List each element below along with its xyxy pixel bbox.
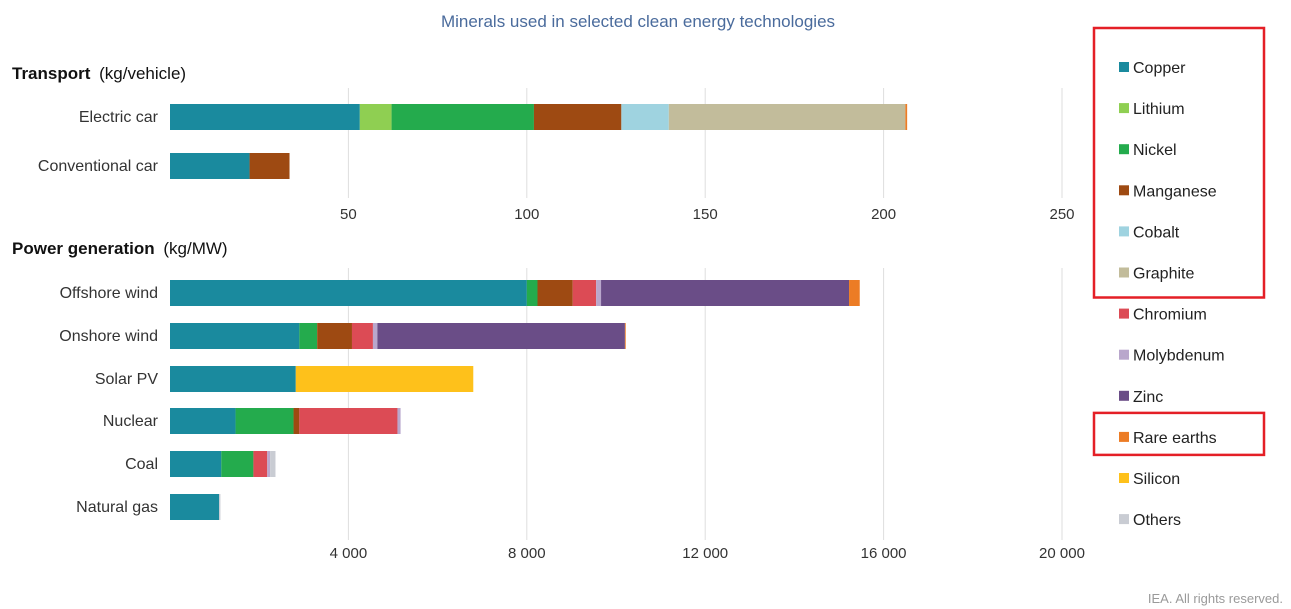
bar-segment-onshore-wind-copper <box>170 323 300 349</box>
bar-segment-conventional-car-copper <box>170 153 250 179</box>
x-tick-label: 250 <box>1049 206 1074 223</box>
bar-segment-offshore-wind-molybdenum <box>596 280 602 306</box>
transport-panel: 50 100 150 200 250 Electric car Conventional c… <box>38 88 1075 223</box>
x-tick-label: 16 000 <box>861 545 907 562</box>
x-tick-label: 8 000 <box>508 545 546 562</box>
x-tick-label: 12 000 <box>682 545 728 562</box>
bar-segment-electric-car-rare-earths <box>905 104 908 130</box>
x-tick-label: 150 <box>693 206 718 223</box>
bar-segment-nuclear-chromium <box>299 408 398 434</box>
x-tick-label: 100 <box>514 206 539 223</box>
category-label-electric-car: Electric car <box>79 109 159 126</box>
bar-segment-coal-nickel <box>221 451 254 477</box>
power-section-title: Power generation (kg/MW) <box>12 239 228 258</box>
transport-section-name: Transport <box>12 64 91 83</box>
bar-segment-nuclear-manganese <box>293 408 300 434</box>
legend: Copper Lithium Nickel Manganese Cobalt Graphi… <box>1092 26 1266 529</box>
legend-label-zinc: Zinc <box>1133 389 1163 406</box>
bar-segment-onshore-wind-chromium <box>351 323 373 349</box>
bar-segment-offshore-wind-rare-earths <box>849 280 860 306</box>
bar-segment-onshore-wind-rare-earths <box>624 323 626 349</box>
category-label-coal: Coal <box>125 456 158 473</box>
bar-segment-electric-car-lithium <box>359 104 392 130</box>
legend-label-others: Others <box>1133 512 1181 529</box>
x-tick-label: 20 000 <box>1039 545 1085 562</box>
bar-segment-onshore-wind-manganese <box>317 323 352 349</box>
bar-segment-electric-car-cobalt <box>621 104 669 130</box>
legend-label-manganese: Manganese <box>1133 183 1217 200</box>
legend-highlight-box-copper <box>1092 26 1266 299</box>
legend-swatch-lithium <box>1119 103 1129 114</box>
x-tick-label: 4 000 <box>330 545 368 562</box>
transport-section-unit: (kg/vehicle) <box>99 64 186 83</box>
legend-label-lithium: Lithium <box>1133 101 1185 118</box>
bar-segment-offshore-wind-manganese <box>537 280 573 306</box>
legend-swatch-rare-earths <box>1119 431 1129 442</box>
bar-segment-natural-gas-copper <box>170 494 220 520</box>
legend-swatch-cobalt <box>1119 226 1129 237</box>
bar-segment-coal-molybdenum <box>267 451 271 477</box>
legend-highlight-box-rare-earths <box>1092 411 1266 457</box>
bar-segment-offshore-wind-nickel <box>526 280 538 306</box>
legend-label-silicon: Silicon <box>1133 471 1180 488</box>
bar-segment-offshore-wind-chromium <box>572 280 597 306</box>
legend-label-copper: Copper <box>1133 60 1186 77</box>
power-generation-panel: 4 000 8 000 12 000 16 000 20 000 Offshore win… <box>59 268 1085 562</box>
legend-label-chromium: Chromium <box>1133 307 1207 324</box>
bar-segment-onshore-wind-nickel <box>299 323 318 349</box>
legend-swatch-copper <box>1119 62 1129 72</box>
legend-swatch-nickel <box>1119 144 1129 155</box>
category-label-onshore-wind: Onshore wind <box>59 328 158 345</box>
bar-segment-coal-copper <box>170 451 222 477</box>
bar-segment-nuclear-molybdenum <box>397 408 401 434</box>
bar-segment-electric-car-graphite <box>668 104 906 130</box>
bar-segment-electric-car-manganese <box>533 104 622 130</box>
category-label-nuclear: Nuclear <box>103 413 159 430</box>
bar-segment-offshore-wind-copper <box>170 280 527 306</box>
bar-segment-coal-chromium <box>253 451 268 477</box>
category-label-conventional-car: Conventional car <box>38 158 159 175</box>
category-label-solar-pv: Solar PV <box>95 371 158 388</box>
transport-section-title: Transport (kg/vehicle) <box>12 64 186 83</box>
legend-swatch-graphite <box>1119 267 1129 278</box>
legend-swatch-chromium <box>1119 308 1129 319</box>
power-section-name: Power generation <box>12 239 155 258</box>
x-tick-label: 50 <box>340 206 357 223</box>
power-section-unit: (kg/MW) <box>163 239 227 258</box>
bar-segment-offshore-wind-zinc <box>601 280 850 306</box>
legend-label-nickel: Nickel <box>1133 142 1177 159</box>
bar-segment-solar-pv-silicon <box>295 366 474 392</box>
category-label-natural-gas: Natural gas <box>76 499 158 516</box>
legend-swatch-zinc <box>1119 390 1129 401</box>
credit-text: IEA. All rights reserved. <box>1148 591 1283 606</box>
bar-segment-nuclear-copper <box>170 408 236 434</box>
bar-segment-electric-car-nickel <box>391 104 534 130</box>
bar-segment-onshore-wind-molybdenum <box>372 323 378 349</box>
legend-swatch-others <box>1119 514 1129 525</box>
chart-title: Minerals used in selected clean energy t… <box>441 12 835 31</box>
legend-label-graphite: Graphite <box>1133 266 1194 283</box>
legend-label-molybdenum: Molybdenum <box>1133 348 1225 365</box>
bar-segment-electric-car-copper <box>170 104 360 130</box>
bar-segment-solar-pv-copper <box>170 366 296 392</box>
bar-segment-nuclear-nickel <box>235 408 294 434</box>
x-tick-label: 200 <box>871 206 896 223</box>
category-label-offshore-wind: Offshore wind <box>60 285 158 302</box>
legend-label-cobalt: Cobalt <box>1133 224 1180 241</box>
bar-segment-conventional-car-manganese <box>249 153 290 179</box>
legend-swatch-manganese <box>1119 185 1129 196</box>
bar-segment-coal-others <box>270 451 276 477</box>
legend-label-rare-earths: Rare earths <box>1133 430 1217 447</box>
legend-swatch-silicon <box>1119 473 1129 483</box>
bar-segment-natural-gas-others <box>219 494 221 520</box>
legend-swatch-molybdenum <box>1119 349 1129 360</box>
bar-segment-onshore-wind-zinc <box>377 323 625 349</box>
